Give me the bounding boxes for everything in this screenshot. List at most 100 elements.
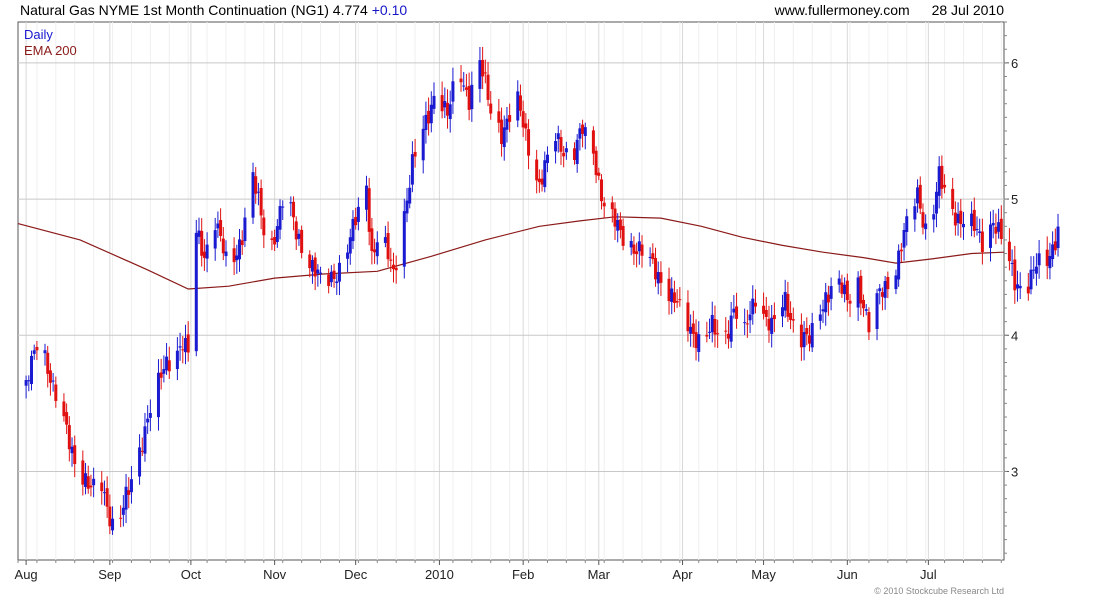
candle-body [753, 302, 757, 307]
candle-body [751, 298, 755, 315]
price-change: +0.10 [371, 2, 408, 18]
candle-body [111, 518, 115, 531]
candle-body [726, 333, 730, 339]
candle-body [367, 188, 371, 232]
candle-body [1013, 259, 1017, 291]
candle-body [408, 187, 412, 204]
candle-body [632, 244, 636, 254]
candle-body [1016, 284, 1020, 289]
candle-body [1048, 255, 1052, 269]
candle-body [232, 248, 236, 263]
candle-body [581, 124, 585, 134]
candle-body [119, 517, 123, 519]
candle-body [402, 211, 406, 267]
candle-body [1053, 241, 1057, 251]
candle-body [862, 299, 866, 309]
candle-body [678, 299, 682, 301]
candle-body [332, 270, 336, 279]
candle-body [270, 238, 274, 240]
candle-body [81, 460, 85, 485]
x-tick-label: Jul [920, 567, 937, 582]
candle-body [421, 128, 425, 161]
candle-body [464, 87, 468, 90]
candle-body [932, 214, 936, 220]
candle-body [648, 256, 652, 258]
x-tick-label: Dec [344, 567, 368, 582]
candle-body [934, 191, 938, 214]
x-tick-label: Sep [98, 567, 121, 582]
plot-frame [17, 21, 1005, 561]
candle-body [564, 148, 568, 153]
candle-body [405, 200, 409, 214]
candle-body [502, 127, 506, 148]
candle-body [559, 137, 563, 152]
x-tick-label: May [751, 567, 776, 582]
x-tick-label: Mar [588, 567, 611, 582]
copyright-notice: © 2010 Stockcube Research Ltd [874, 586, 1004, 596]
candle-body [273, 236, 277, 245]
candle-body [308, 254, 312, 269]
candle-body [1026, 286, 1030, 294]
candle-body [805, 328, 809, 335]
candle-body [186, 334, 190, 353]
candle-body [818, 314, 822, 321]
candle-body [497, 111, 501, 123]
candle-body [978, 231, 982, 234]
candle-body [254, 176, 258, 194]
candle-body [467, 86, 471, 110]
candle-body [178, 346, 182, 348]
candle-body [1018, 285, 1022, 289]
candle-body [770, 317, 774, 334]
candle-body [959, 210, 963, 225]
candle-body [991, 222, 995, 226]
candle-body [289, 202, 293, 204]
candle-body [516, 91, 520, 121]
candle-body [897, 250, 901, 280]
candle-body [424, 114, 428, 131]
candle-body [65, 412, 69, 425]
candle-body [175, 350, 179, 370]
candle-body [292, 201, 296, 218]
candle-body [194, 232, 198, 352]
candle-body [540, 178, 544, 185]
candle-body [743, 322, 747, 324]
candle-body [708, 331, 712, 333]
candle-body [432, 95, 436, 109]
candle-body [213, 230, 217, 249]
x-tick-label: Nov [263, 567, 287, 582]
candle-body [724, 330, 728, 332]
candle-body [594, 150, 598, 176]
candle-body [30, 355, 34, 384]
candle-body [786, 293, 790, 317]
chart-header: Natural Gas NYME 1st Month Continuation … [0, 0, 1100, 22]
candle-body [656, 272, 660, 284]
candle-body [916, 187, 920, 204]
candle-body [448, 104, 452, 120]
candle-body [489, 103, 493, 114]
candle-body [651, 253, 655, 260]
candle-body [470, 84, 474, 110]
candle-body [446, 102, 450, 116]
candle-body [108, 506, 112, 527]
candle-body [162, 369, 166, 374]
candle-body [613, 208, 617, 227]
candle-body [940, 165, 944, 189]
candle-body [156, 372, 160, 418]
candle-body [356, 206, 360, 222]
candle-body [848, 300, 852, 304]
candle-body [481, 59, 485, 77]
candle-body [1029, 269, 1033, 290]
candle-body [535, 159, 539, 181]
candle-body [389, 259, 393, 261]
ema-200-line [17, 216, 1005, 290]
candle-body [840, 282, 844, 294]
candle-body [937, 166, 941, 196]
candle-body [875, 293, 879, 330]
candle-body [997, 222, 1001, 232]
candle-body [629, 240, 633, 248]
candle-body [602, 202, 606, 207]
candle-body [243, 217, 247, 241]
x-tick-label: Jun [837, 567, 858, 582]
candle-body [894, 275, 898, 290]
candle-body [129, 479, 133, 493]
